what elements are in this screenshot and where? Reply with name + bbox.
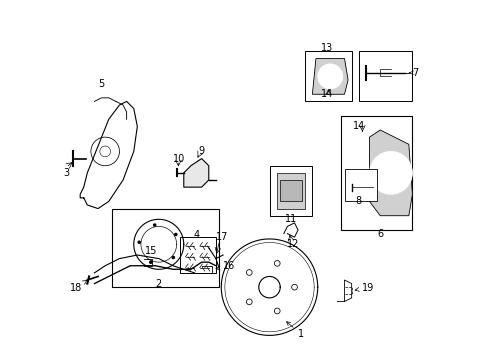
FancyBboxPatch shape — [269, 166, 312, 216]
Text: 14: 14 — [352, 121, 364, 131]
Polygon shape — [183, 158, 208, 187]
Text: 16: 16 — [215, 261, 235, 271]
Text: 4: 4 — [193, 230, 199, 240]
Circle shape — [356, 178, 367, 189]
Circle shape — [369, 152, 411, 194]
Text: 2: 2 — [155, 279, 162, 289]
Text: 11: 11 — [284, 214, 296, 224]
Text: 9: 9 — [198, 147, 204, 157]
Circle shape — [137, 240, 141, 244]
FancyBboxPatch shape — [180, 237, 216, 273]
Circle shape — [171, 256, 175, 259]
FancyBboxPatch shape — [340, 116, 411, 230]
Circle shape — [369, 66, 383, 80]
Text: 8: 8 — [355, 197, 361, 206]
Text: 1: 1 — [286, 321, 304, 339]
Text: 5: 5 — [98, 78, 104, 89]
Text: 7: 7 — [408, 68, 418, 78]
FancyBboxPatch shape — [344, 169, 376, 202]
FancyBboxPatch shape — [358, 51, 411, 102]
Text: 12: 12 — [287, 239, 299, 249]
Circle shape — [317, 64, 342, 89]
Circle shape — [149, 261, 152, 264]
Circle shape — [153, 223, 156, 227]
Text: 3: 3 — [62, 168, 69, 178]
Polygon shape — [312, 59, 347, 94]
Polygon shape — [280, 180, 301, 202]
Polygon shape — [276, 173, 305, 208]
Text: 17: 17 — [216, 232, 228, 242]
FancyBboxPatch shape — [112, 208, 219, 287]
Text: 19: 19 — [354, 283, 374, 293]
Text: 18: 18 — [69, 280, 87, 293]
Text: 14: 14 — [320, 89, 332, 99]
Polygon shape — [369, 130, 411, 216]
Text: 13: 13 — [320, 43, 332, 53]
FancyBboxPatch shape — [305, 51, 351, 102]
Text: 15: 15 — [144, 247, 157, 256]
Text: 10: 10 — [173, 154, 185, 163]
Text: 6: 6 — [376, 229, 383, 239]
Circle shape — [174, 233, 177, 236]
